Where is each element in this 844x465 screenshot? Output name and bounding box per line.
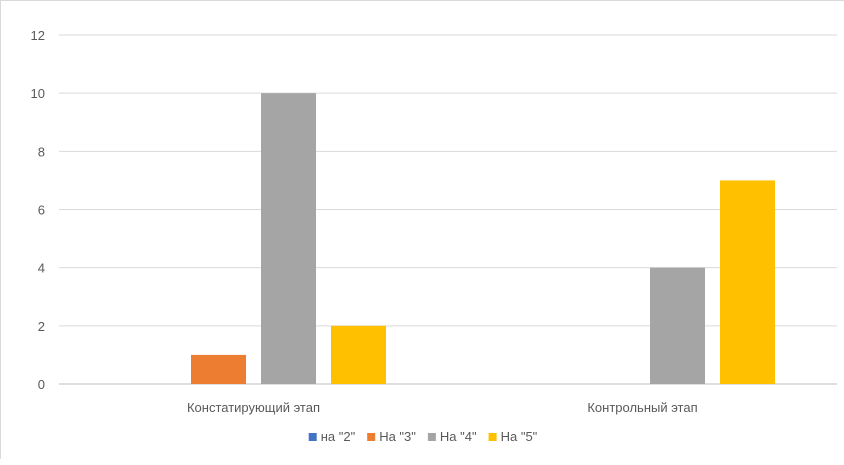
- y-tick-label: 8: [38, 144, 45, 159]
- legend-label: На "4": [440, 429, 477, 444]
- y-tick-label: 0: [38, 377, 45, 392]
- bar: [331, 325, 386, 384]
- y-tick-label: 2: [38, 319, 45, 334]
- legend-swatch: [427, 433, 436, 441]
- y-tick-label: 12: [31, 28, 45, 43]
- bar: [720, 180, 775, 384]
- bar: [650, 267, 705, 384]
- legend-swatch: [308, 433, 317, 441]
- y-tick-label: 10: [31, 86, 45, 101]
- y-axis-ticks: 0 2 4 6 8 10 12: [31, 28, 45, 392]
- bars: [191, 93, 775, 385]
- legend-swatch: [367, 433, 376, 441]
- legend-label: На "5": [501, 429, 538, 444]
- x-tick-label: Констатирующий этап: [187, 400, 320, 415]
- x-axis-ticks: Констатирующий этап Контрольный этап: [187, 400, 698, 415]
- gridlines: [59, 34, 837, 385]
- legend-swatch: [488, 433, 497, 441]
- bar: [191, 354, 246, 384]
- y-tick-label: 4: [38, 261, 45, 276]
- y-tick-label: 6: [38, 203, 45, 218]
- legend: на "2" На "3" На "4" На "5": [308, 429, 538, 444]
- bar: [261, 93, 316, 385]
- legend-label: на "2": [321, 429, 356, 444]
- legend-label: На "3": [379, 429, 416, 444]
- x-tick-label: Контрольный этап: [587, 400, 697, 415]
